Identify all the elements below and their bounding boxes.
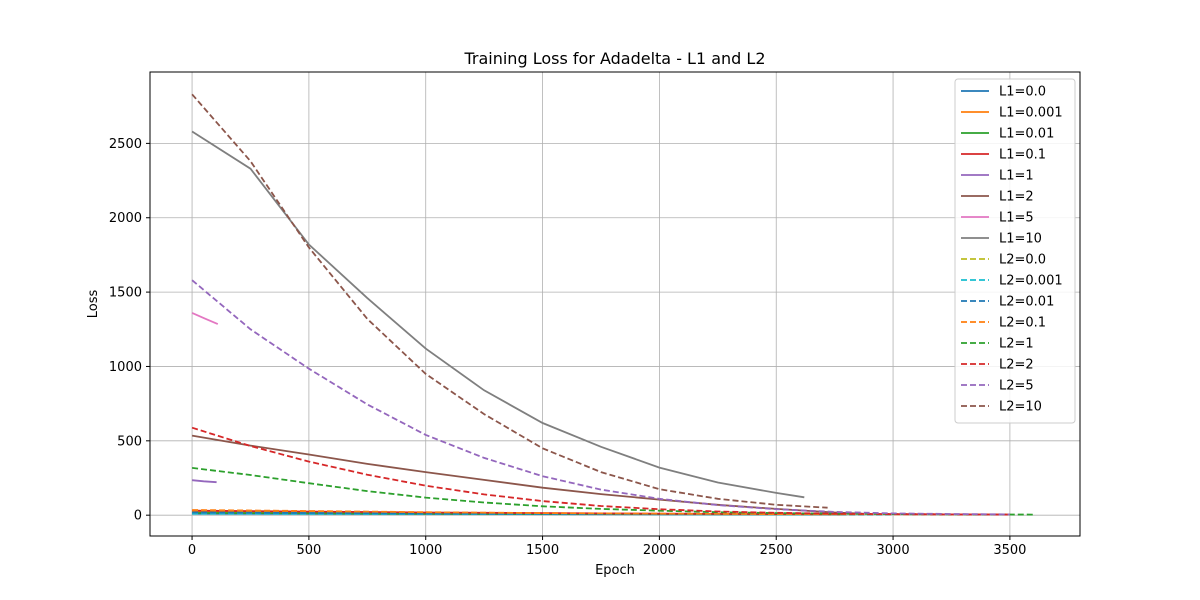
legend-label: L2=0.1 bbox=[999, 316, 1046, 331]
legend: L1=0.0 L1=0.001 L1=0.01 L1=0.1 L1=1 L1=2 L1=5 L… bbox=[954, 78, 1076, 424]
x-tick-label: 1500 bbox=[526, 543, 559, 558]
legend-label: L2=0.001 bbox=[999, 274, 1063, 289]
series-layer bbox=[191, 93, 1034, 516]
x-axis-label: Epoch bbox=[595, 563, 635, 578]
series-line bbox=[191, 467, 1034, 516]
series-line bbox=[191, 279, 1010, 516]
legend-label: L1=0.01 bbox=[999, 127, 1054, 142]
series-line bbox=[191, 93, 828, 509]
y-axis-label: Loss bbox=[86, 290, 101, 319]
legend-label: L2=0.01 bbox=[999, 295, 1054, 310]
legend-label: L1=0.1 bbox=[999, 148, 1046, 163]
series-line bbox=[192, 509, 1010, 516]
chart-title: Training Loss for Adadelta - L1 and L2 bbox=[463, 49, 765, 68]
series-line bbox=[191, 426, 1010, 516]
legend-label: L2=2 bbox=[999, 358, 1034, 373]
legend-box bbox=[954, 78, 1076, 424]
legend-label: L1=1 bbox=[999, 169, 1034, 184]
y-tick-label: 500 bbox=[117, 434, 142, 449]
x-tick-label: 3500 bbox=[993, 543, 1026, 558]
legend-label: L1=0.0 bbox=[999, 85, 1046, 100]
series-line bbox=[192, 479, 217, 484]
y-tick-label: 0 bbox=[134, 509, 142, 524]
x-tick-label: 1000 bbox=[409, 543, 442, 558]
legend-label: L1=10 bbox=[999, 232, 1042, 247]
x-tick-label: 2000 bbox=[643, 543, 676, 558]
legend-label: L1=2 bbox=[999, 190, 1034, 205]
y-tick-label: 1000 bbox=[109, 360, 142, 375]
x-tick-label: 2500 bbox=[760, 543, 793, 558]
y-tick-label: 1500 bbox=[109, 286, 142, 301]
y-tick-label: 2000 bbox=[109, 211, 142, 226]
legend-label: L2=1 bbox=[999, 337, 1034, 352]
x-tick-label: 500 bbox=[296, 543, 321, 558]
x-tick-label: 3000 bbox=[877, 543, 910, 558]
legend-label: L2=10 bbox=[999, 400, 1042, 415]
tick-layer: 0 500 1000 1500 2000 2500 3000 3500 0 500 1000 1500… bbox=[109, 137, 1027, 558]
y-tick-label: 2500 bbox=[109, 137, 142, 152]
plot-frame bbox=[149, 71, 1081, 537]
legend-label: L2=5 bbox=[999, 379, 1034, 394]
legend-label: L2=0.0 bbox=[999, 253, 1046, 268]
legend-label: L1=5 bbox=[999, 211, 1034, 226]
legend-label: L1=0.001 bbox=[999, 106, 1063, 121]
x-tick-label: 0 bbox=[188, 543, 196, 558]
series-line bbox=[191, 312, 219, 325]
